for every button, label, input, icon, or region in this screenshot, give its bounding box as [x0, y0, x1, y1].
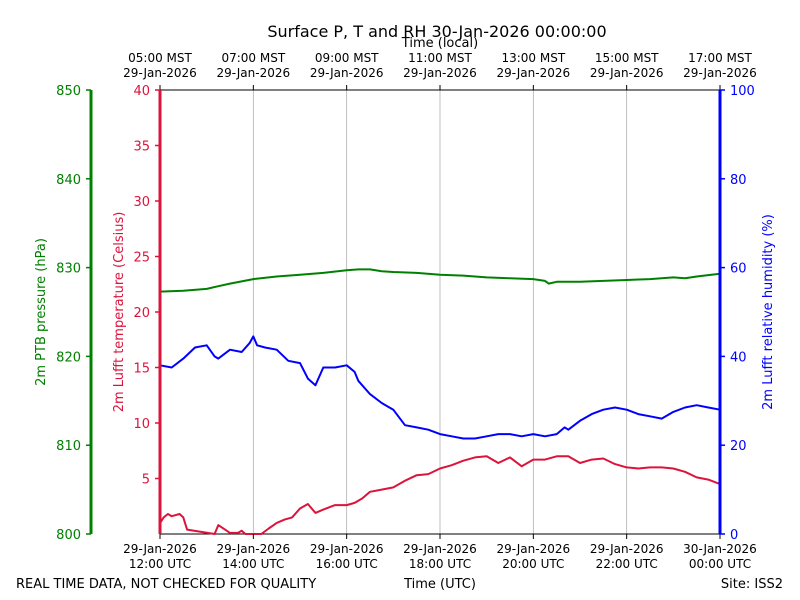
top-tick-time: 05:00 MST [128, 51, 192, 65]
top-tick-date: 29-Jan-2026 [683, 66, 757, 80]
temperature-tick-label: 15 [133, 362, 150, 377]
humidity-tick-label: 100 [730, 84, 755, 99]
x-tick-date: 29-Jan-2026 [590, 542, 664, 556]
quality-disclaimer: REAL TIME DATA, NOT CHECKED FOR QUALITY [16, 577, 316, 592]
x-tick-date: 29-Jan-2026 [310, 542, 384, 556]
grid-layer [252, 90, 628, 534]
humidity-tick-label: 60 [730, 262, 747, 277]
x-tick-time: 20:00 UTC [502, 557, 564, 571]
top-tick-date: 29-Jan-2026 [403, 66, 477, 80]
temperature-tick-label: 5 [142, 473, 150, 488]
pressure-tick-label: 810 [56, 439, 81, 454]
top-tick-time: 15:00 MST [595, 51, 659, 65]
temperature-tick-label: 35 [133, 140, 150, 155]
x-tick-date: 29-Jan-2026 [497, 542, 571, 556]
pressure-tick-label: 830 [56, 262, 81, 277]
top-tick-time: 11:00 MST [408, 51, 472, 65]
site-label: Site: ISS2 [721, 577, 783, 592]
pressure-tick-label: 800 [56, 528, 81, 543]
pressure-series-line [159, 268, 721, 293]
humidity-tick-label: 80 [730, 173, 747, 188]
humidity-tick-label: 40 [730, 350, 747, 365]
pressure-axis-label: 2m PTB pressure (hPa) [34, 238, 49, 386]
top-tick-time: 13:00 MST [501, 51, 565, 65]
x-tick-time: 00:00 UTC [689, 557, 751, 571]
top-axis-label: Time (local) [401, 36, 478, 51]
chart-title: Surface P, T and RH 30-Jan-2026 00:00:00 [267, 22, 606, 41]
humidity-tick-label: 0 [730, 528, 738, 543]
top-tick-date: 29-Jan-2026 [590, 66, 664, 80]
x-tick-time: 16:00 UTC [316, 557, 378, 571]
top-tick-time: 17:00 MST [688, 51, 752, 65]
humidity-tick-label: 20 [730, 439, 747, 454]
x-tick-date: 29-Jan-2026 [123, 542, 197, 556]
x-tick-time: 14:00 UTC [222, 557, 284, 571]
temperature-tick-label: 20 [133, 306, 150, 321]
temperature-tick-label: 10 [133, 417, 150, 432]
temperature-tick-label: 25 [133, 251, 150, 266]
humidity-axis-label: 2m Lufft relative humidity (%) [761, 214, 776, 410]
x-tick-time: 18:00 UTC [409, 557, 471, 571]
humidity-series-line [159, 335, 721, 440]
x-tick-date: 30-Jan-2026 [683, 542, 757, 556]
x-tick-time: 22:00 UTC [596, 557, 658, 571]
temperature-tick-label: 30 [133, 195, 150, 210]
pressure-tick-label: 840 [56, 173, 81, 188]
top-tick-date: 29-Jan-2026 [217, 66, 291, 80]
temperature-axis-label: 2m Lufft temperature (Celsius) [112, 212, 127, 413]
x-tick-time: 12:00 UTC [129, 557, 191, 571]
x-axis-label: Time (UTC) [403, 577, 476, 592]
x-tick-date: 29-Jan-2026 [403, 542, 477, 556]
top-tick-date: 29-Jan-2026 [497, 66, 571, 80]
pressure-tick-label: 820 [56, 350, 81, 365]
x-tick-date: 29-Jan-2026 [217, 542, 291, 556]
top-tick-date: 29-Jan-2026 [123, 66, 197, 80]
series-layer [159, 268, 721, 535]
temperature-tick-label: 40 [133, 84, 150, 99]
temperature-series-line [159, 455, 721, 535]
pressure-tick-label: 850 [56, 84, 81, 99]
top-tick-date: 29-Jan-2026 [310, 66, 384, 80]
top-tick-time: 09:00 MST [315, 51, 379, 65]
top-tick-time: 07:00 MST [221, 51, 285, 65]
